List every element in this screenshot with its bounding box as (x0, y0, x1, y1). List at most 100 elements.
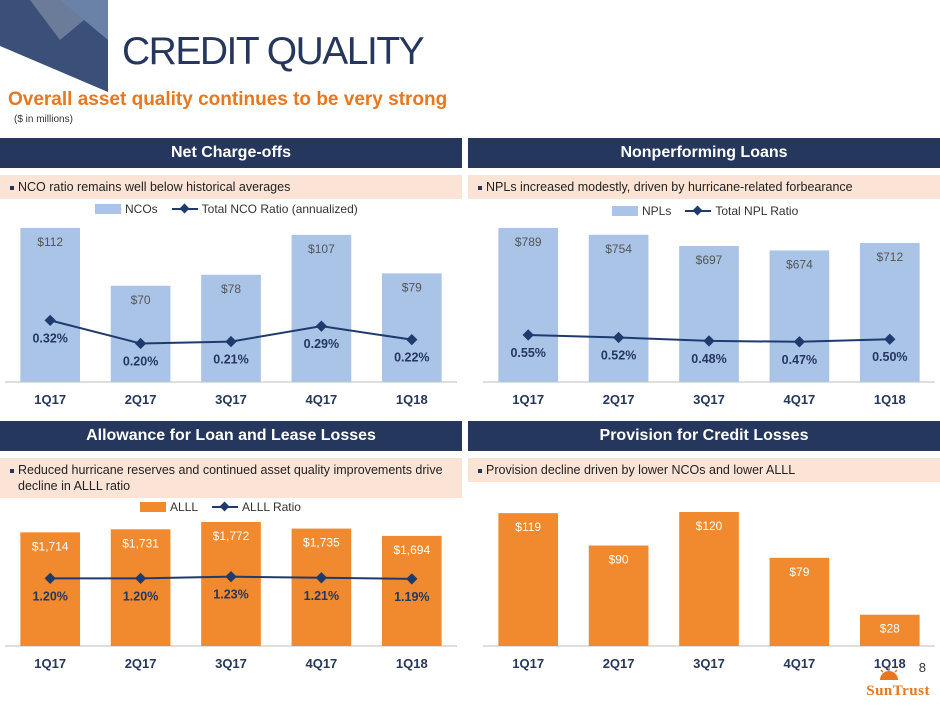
x-tick-label: 3Q17 (215, 656, 247, 671)
bar (859, 614, 920, 646)
ratio-marker (315, 320, 328, 332)
ratio-label: 1.20% (32, 589, 67, 603)
bar-value-label: $119 (515, 520, 541, 534)
bar (201, 274, 261, 382)
ratio-label: 1.23% (213, 588, 248, 602)
panel-note-text: Reduced hurricane reserves and continued… (18, 463, 443, 493)
bar (769, 557, 830, 646)
bar (498, 228, 559, 382)
x-tick-label: 1Q18 (396, 392, 428, 407)
bar-value-label: $79 (789, 565, 809, 579)
x-tick-label: 1Q18 (396, 656, 428, 671)
ratio-marker (612, 331, 625, 344)
bar (679, 245, 739, 382)
bar-value-label: $28 (880, 622, 900, 636)
bar (20, 228, 81, 382)
bar-value-label: $112 (37, 235, 63, 249)
bar-value-label: $120 (696, 519, 723, 533)
bar-value-label: $789 (515, 235, 542, 249)
bar (20, 532, 81, 646)
bar (588, 234, 649, 382)
x-tick-label: 1Q18 (874, 392, 906, 407)
ratio-label: 0.55% (510, 346, 545, 360)
x-tick-label: 1Q17 (512, 392, 544, 407)
legend-bar-label: NPLs (642, 204, 672, 218)
bar-value-label: $1,714 (32, 539, 69, 553)
panel-net-charge-offs: Net Charge-offs NCO ratio remains well b… (0, 138, 462, 199)
ratio-label: 0.21% (213, 353, 248, 367)
bar (381, 535, 442, 646)
bar-value-label: $70 (131, 293, 151, 307)
ratio-label: 0.48% (691, 352, 726, 366)
bar (201, 522, 261, 646)
page-number: 8 (918, 660, 926, 675)
bar (110, 529, 171, 646)
bar-value-label: $674 (786, 257, 813, 271)
line-swatch-icon (212, 502, 239, 512)
x-tick-label: 2Q17 (603, 656, 635, 671)
x-tick-label: 1Q17 (34, 392, 66, 407)
panel-title: Provision for Credit Losses (468, 421, 940, 451)
bar-value-label: $78 (221, 282, 241, 296)
x-tick-label: 3Q17 (693, 656, 725, 671)
panel-title: Allowance for Loan and Lease Losses (0, 421, 462, 451)
bar (110, 285, 171, 382)
page-title: CREDIT QUALITY (122, 30, 425, 73)
bar-swatch-icon (95, 204, 121, 214)
legend-line-label: Total NPL Ratio (715, 204, 799, 218)
bar-value-label: $712 (876, 250, 903, 264)
ratio-label: 0.50% (872, 350, 907, 364)
ratio-label: 1.19% (394, 590, 429, 604)
bar (498, 513, 559, 646)
bullet-icon (10, 468, 14, 473)
bar-value-label: $697 (696, 253, 723, 267)
chart-allowance: $1,714 1Q17 $1,731 2Q17 $1,772 3Q17 $1,735 4Q17… (5, 522, 457, 671)
bar-value-label: $79 (402, 280, 422, 294)
panel-note: Reduced hurricane reserves and continued… (0, 458, 462, 498)
x-tick-label: 2Q17 (603, 392, 635, 407)
bar-value-label: $1,694 (393, 543, 430, 557)
ratio-label: 0.47% (782, 353, 817, 367)
bar (291, 234, 352, 382)
legend-npl: NPLs Total NPL Ratio (612, 204, 806, 218)
panel-note-text: NPLs increased modestly, driven by hurri… (486, 180, 853, 194)
panel-note-text: NCO ratio remains well below historical … (18, 180, 291, 194)
ratio-label: 1.20% (123, 589, 158, 603)
x-tick-label: 2Q17 (125, 392, 157, 407)
logo-decoration (0, 0, 108, 92)
x-tick-label: 1Q17 (512, 656, 544, 671)
ratio-marker (793, 336, 806, 348)
ratio-label: 1.21% (304, 589, 339, 603)
x-tick-label: 2Q17 (125, 656, 157, 671)
bar-swatch-icon (140, 502, 166, 512)
bar (679, 512, 739, 646)
panel-nonperforming-loans: Nonperforming Loans NPLs increased modes… (468, 138, 940, 199)
x-tick-label: 4Q17 (305, 392, 337, 407)
ratio-marker (522, 329, 534, 341)
bar (859, 243, 920, 382)
bar (291, 528, 352, 646)
ratio-label: 0.29% (304, 337, 339, 351)
ratio-marker (703, 335, 715, 347)
panel-title: Net Charge-offs (0, 138, 462, 168)
legend-nco: NCOs Total NCO Ratio (annualized) (95, 202, 366, 216)
bar-value-label: $107 (308, 242, 335, 256)
panel-note: NCO ratio remains well below historical … (0, 175, 462, 199)
page-subtitle: Overall asset quality continues to be ve… (8, 89, 448, 110)
x-tick-label: 1Q18 (874, 656, 906, 671)
bar (588, 545, 649, 646)
line-swatch-icon (685, 206, 712, 216)
ratio-label: 0.22% (394, 351, 429, 365)
x-tick-label: 4Q17 (305, 656, 337, 671)
chart-nonperforming-loans: $789 1Q17 $754 2Q17 $697 3Q17 $674 4Q17 $712 1Q18… (483, 228, 935, 407)
x-tick-label: 4Q17 (783, 656, 815, 671)
x-tick-label: 1Q17 (34, 656, 66, 671)
bar-value-label: $1,735 (303, 536, 340, 550)
panel-provision-credit-losses: Provision for Credit Losses Provision de… (468, 421, 940, 482)
ratio-label: 0.32% (32, 331, 67, 345)
bar-swatch-icon (612, 206, 638, 216)
chart-provision: $119 1Q17 $90 2Q17 $120 3Q17 $79 4Q17 $28 1Q18 (483, 512, 935, 671)
bar-value-label: $754 (605, 242, 632, 256)
panel-title: Nonperforming Loans (468, 138, 940, 168)
panel-allowance-loan-lease-losses: Allowance for Loan and Lease Losses Redu… (0, 421, 462, 498)
